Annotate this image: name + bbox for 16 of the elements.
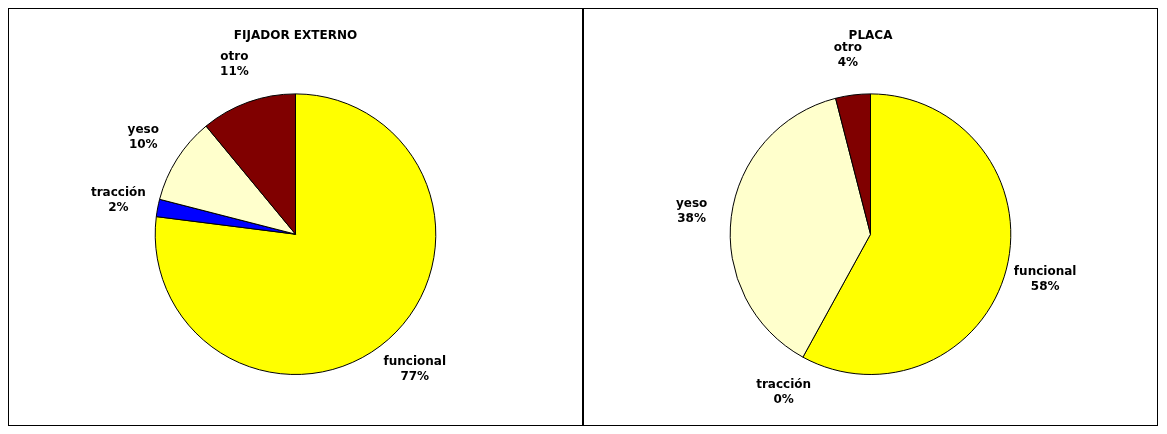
- data-label: 10%: [128, 137, 158, 152]
- data-label: 4%: [837, 54, 859, 69]
- data-label: 2%: [108, 200, 129, 215]
- text: 0%: [773, 391, 794, 406]
- data-label: 38%: [677, 211, 706, 226]
- chart-title: FIJADOR EXTERNO: [233, 28, 358, 43]
- category-label: tracción: [756, 376, 812, 391]
- slice-label: yeso: [675, 196, 708, 211]
- slice-label: yeso: [127, 122, 159, 137]
- slice-label: funcional: [383, 354, 446, 369]
- data-label: 11%: [220, 64, 249, 79]
- data-label: 77%: [400, 369, 430, 384]
- slice-label: otro: [220, 49, 249, 64]
- slice-label: tracción: [90, 185, 146, 200]
- slice-label: funcional: [1013, 263, 1077, 278]
- data-label: 58%: [1030, 278, 1060, 293]
